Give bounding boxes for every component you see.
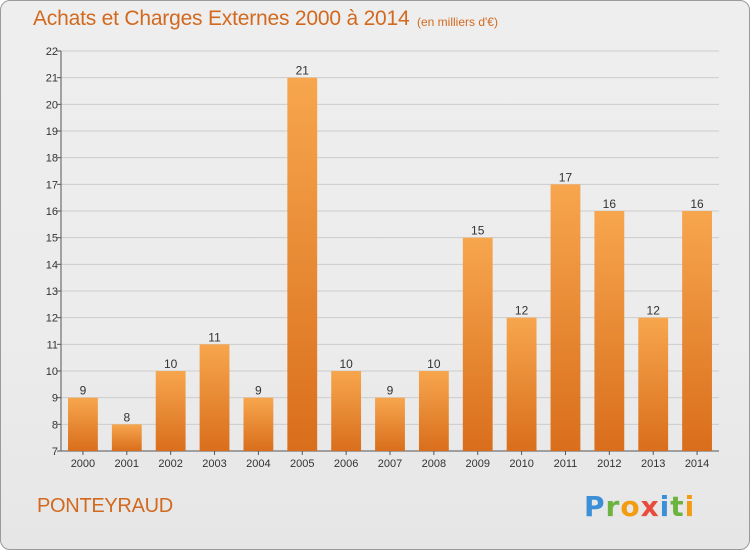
bar-2009 xyxy=(462,237,493,451)
y-tick-label: 12 xyxy=(46,313,58,325)
bar-value-label: 16 xyxy=(603,197,617,211)
bar-value-label: 21 xyxy=(296,64,310,78)
bars xyxy=(68,77,712,452)
x-tick-label: 2012 xyxy=(597,458,621,470)
chart-unit: (en milliers d'€) xyxy=(417,15,498,29)
y-tick-label: 18 xyxy=(46,153,58,165)
bar-value-label: 8 xyxy=(123,410,130,424)
bar-2010 xyxy=(506,317,537,451)
bar-value-label: 10 xyxy=(339,357,353,371)
x-tick-label: 2010 xyxy=(509,458,533,470)
bar-2002 xyxy=(155,371,186,451)
x-tick-label: 2005 xyxy=(290,458,314,470)
x-tick-label: 2007 xyxy=(378,458,402,470)
y-tick-label: 11 xyxy=(47,339,58,351)
x-tick-label: 2009 xyxy=(465,458,489,470)
bar-value-label: 16 xyxy=(690,197,704,211)
proxiti-logo[interactable]: Proxiti xyxy=(584,490,696,523)
x-tick-label: 2004 xyxy=(246,458,270,470)
y-tick-label: 9 xyxy=(52,393,58,405)
x-tick-label: 2000 xyxy=(71,458,95,470)
y-tick-label: 8 xyxy=(52,419,58,431)
x-tick-label: 2002 xyxy=(158,458,182,470)
x-tick-label: 2003 xyxy=(202,458,226,470)
bar-value-label: 12 xyxy=(647,304,661,318)
x-tick-label: 2008 xyxy=(422,458,446,470)
bar-2004 xyxy=(243,397,274,451)
bar-2005 xyxy=(287,77,318,452)
y-tick-label: 16 xyxy=(46,206,58,218)
bar-value-label: 9 xyxy=(255,384,262,398)
y-tick-label: 21 xyxy=(46,73,58,85)
x-tick-label: 2011 xyxy=(554,458,578,470)
chart-title: Achats et Charges Externes 2000 à 2014 xyxy=(33,7,410,30)
y-tick-label: 15 xyxy=(46,233,58,245)
y-tick-label: 19 xyxy=(46,126,58,138)
x-tick-label: 2013 xyxy=(641,458,665,470)
bar-value-label: 10 xyxy=(164,357,178,371)
bar-2013 xyxy=(638,317,669,451)
y-tick-label: 20 xyxy=(46,99,58,111)
bar-2011 xyxy=(550,184,581,452)
bar-2008 xyxy=(418,371,449,451)
bar-value-label: 9 xyxy=(80,384,87,398)
labels: 7 8 9 10 11 12 13 14 15 16 17 18 19 20 21 22 9 2000 8 2001 1… xyxy=(46,46,710,470)
commune-name: PONTEYRAUD xyxy=(37,495,173,517)
bar-2014 xyxy=(682,211,712,451)
bar-value-label: 10 xyxy=(427,357,441,371)
x-tick-label: 2001 xyxy=(115,458,139,470)
bar-2000 xyxy=(68,397,98,451)
bar-value-label: 17 xyxy=(559,170,573,184)
bar-value-label: 15 xyxy=(471,224,485,238)
y-tick-label: 22 xyxy=(46,46,58,58)
x-tick-label: 2014 xyxy=(685,458,709,470)
y-tick-label: 17 xyxy=(46,179,58,191)
y-tick-label: 13 xyxy=(46,286,58,298)
y-tick-label: 7 xyxy=(52,446,58,458)
y-tick-label: 10 xyxy=(46,366,58,378)
bar-value-label: 12 xyxy=(515,304,529,318)
bar-value-label: 9 xyxy=(387,384,394,398)
bar-2006 xyxy=(331,371,362,451)
bar-2003 xyxy=(199,344,230,451)
bar-2007 xyxy=(375,397,405,451)
y-tick-label: 14 xyxy=(46,259,58,271)
x-tick-label: 2006 xyxy=(334,458,358,470)
bar-value-label: 11 xyxy=(208,330,221,344)
bar-2001 xyxy=(111,424,142,451)
bar-2012 xyxy=(594,211,625,451)
